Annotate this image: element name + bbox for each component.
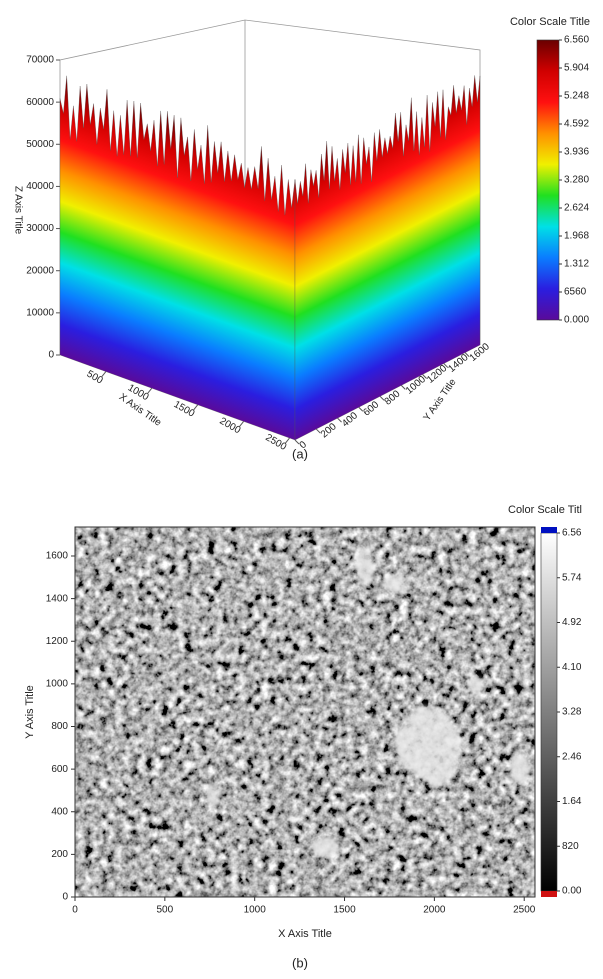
color-scale-label: 3.28: [562, 707, 582, 718]
x-tick-label: 500: [85, 369, 105, 387]
y-tick-label: 600: [51, 764, 68, 775]
surface-face: [294, 75, 481, 441]
y-tick: [400, 385, 406, 390]
y-tick: [422, 374, 427, 379]
y-axis-title: Y Axis Title: [422, 377, 459, 424]
x-tick-label: 0: [72, 905, 78, 916]
color-scale-bar: [536, 39, 560, 321]
y-tick: [294, 439, 300, 445]
x-tick: [239, 421, 244, 427]
y-tick: [379, 395, 385, 401]
color-scale-label: 3.280: [564, 175, 589, 186]
y-tick-label: 1400: [46, 593, 69, 604]
color-scale-label: 2.624: [564, 203, 589, 214]
color-scale-title: Color Scale Titl: [508, 504, 582, 516]
color-scale-label: 1.312: [564, 259, 589, 270]
x-tick-label: 500: [157, 905, 174, 916]
x-tick-label: 1500: [333, 905, 356, 916]
x-tick-label: 1000: [244, 905, 267, 916]
y-tick: [337, 417, 342, 423]
color-scale-bar: [540, 532, 558, 892]
color-scale-label: 6.560: [564, 35, 589, 46]
x-tick-label: 2500: [513, 905, 536, 916]
y-tick-label: 1000: [46, 679, 69, 690]
caption: (b): [292, 955, 308, 970]
color-scale-label: 1.64: [562, 796, 582, 807]
x-axis-title: X Axis Title: [278, 928, 332, 940]
y-tick-label: 800: [51, 721, 68, 732]
z-tick-label: 60000: [26, 97, 54, 108]
color-scale-title: Color Scale Title: [510, 16, 590, 28]
color-scale-label: 2.46: [562, 751, 582, 762]
color-scale-label: 1.968: [564, 231, 589, 242]
color-scale-under: [541, 891, 557, 897]
caption: (a): [292, 446, 308, 461]
y-tick: [358, 406, 364, 412]
y-tick-label: 0: [62, 892, 68, 903]
z-tick-label: 70000: [26, 55, 54, 66]
color-scale-label: 4.592: [564, 119, 589, 130]
color-scale-label: 5.248: [564, 91, 589, 102]
y-axis-title: Y Axis Title: [24, 685, 36, 739]
y-tick-label: 400: [51, 806, 68, 817]
y-tick-label: 200: [51, 849, 68, 860]
color-scale-label: 3.936: [564, 147, 589, 158]
surface-face: [59, 75, 296, 441]
y-tick-label: 1200: [46, 636, 69, 647]
color-scale-label: 6.56: [562, 528, 582, 539]
color-scale-label: 0.000: [564, 315, 589, 326]
z-axis-title: Z Axis Title: [12, 186, 23, 235]
color-scale-label: 6560: [564, 287, 587, 298]
y-tick-label: 1600: [46, 551, 69, 562]
color-scale-label: 5.74: [562, 572, 582, 583]
x-tick: [101, 371, 107, 377]
sem-image: [75, 527, 535, 897]
z-tick-label: 50000: [26, 139, 54, 150]
color-scale-label: 0.00: [562, 886, 582, 897]
z-tick-label: 10000: [26, 307, 54, 318]
x-tick: [193, 404, 199, 411]
color-scale-label: 4.10: [562, 662, 582, 673]
z-tick-label: 30000: [26, 223, 54, 234]
y-tick: [443, 363, 449, 368]
color-scale-label: 5.904: [564, 63, 589, 74]
x-tick: [147, 387, 153, 394]
color-scale-label: 4.92: [562, 617, 582, 628]
z-tick-label: 0: [48, 350, 54, 361]
color-scale-over: [541, 527, 557, 533]
y-tick: [464, 352, 470, 357]
plot-frame: [74, 526, 536, 898]
surface: [59, 75, 481, 441]
z-tick-label: 40000: [26, 181, 54, 192]
y-tick-label: 0: [298, 439, 310, 451]
x-tick-label: 2000: [423, 905, 446, 916]
y-tick: [315, 428, 321, 434]
x-tick: [285, 437, 290, 444]
z-tick-label: 20000: [26, 265, 54, 276]
color-scale-label: 820: [562, 841, 579, 852]
